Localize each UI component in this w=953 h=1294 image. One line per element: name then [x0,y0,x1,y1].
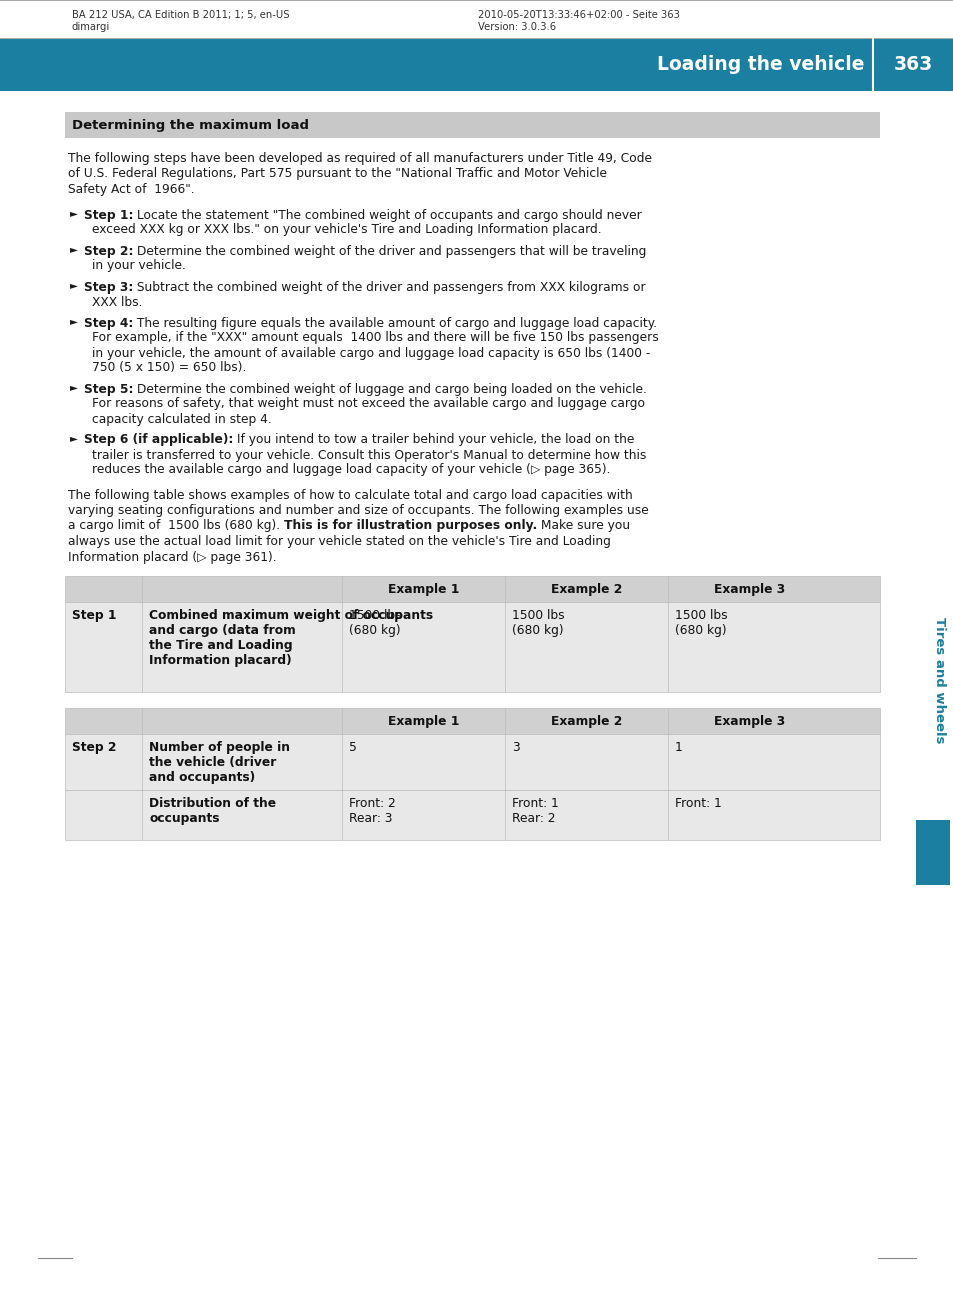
Text: Combined maximum weight of occupants: Combined maximum weight of occupants [150,609,433,622]
Text: Information placard (▷ page 361).: Information placard (▷ page 361). [68,550,276,563]
Text: trailer is transferred to your vehicle. Consult this Operator's Manual to determ: trailer is transferred to your vehicle. … [91,449,646,462]
Text: 750 (5 x 150) = 650 lbs).: 750 (5 x 150) = 650 lbs). [91,361,246,374]
Bar [65,734,879,791]
Text: Determine the combined weight of the driver and passengers that will be travelin: Determine the combined weight of the dri… [133,245,646,258]
Text: 5: 5 [349,741,356,754]
Text: BA 212 USA, CA Edition B 2011; 1; 5, en-US: BA 212 USA, CA Edition B 2011; 1; 5, en-… [71,10,289,19]
Text: (680 kg): (680 kg) [349,624,400,637]
Bar [65,708,879,734]
Text: of U.S. Federal Regulations, Part 575 pursuant to the "National Traffic and Moto: of U.S. Federal Regulations, Part 575 pu… [68,167,606,180]
Text: Locate the statement "The combined weight of occupants and cargo should never: Locate the statement "The combined weigh… [133,208,641,221]
Text: and occupants): and occupants) [150,771,255,784]
Text: dimargi: dimargi [71,22,111,32]
Text: Step 2:: Step 2: [84,245,133,258]
Text: The following table shows examples of how to calculate total and cargo load capa: The following table shows examples of ho… [68,489,632,502]
Bar [65,576,879,602]
Text: Step 4:: Step 4: [84,317,133,330]
Text: a cargo limit of  1500 lbs (680 kg).: a cargo limit of 1500 lbs (680 kg). [68,519,284,533]
Text: (680 kg): (680 kg) [512,624,563,637]
Text: Step 5:: Step 5: [84,383,133,396]
Text: ►: ► [70,245,78,255]
Text: in your vehicle, the amount of available cargo and luggage load capacity is 650 : in your vehicle, the amount of available… [91,347,650,360]
Text: Example 2: Example 2 [550,582,621,595]
Text: Version: 3.0.3.6: Version: 3.0.3.6 [477,22,556,32]
Text: 1500 lbs: 1500 lbs [512,609,564,622]
Text: the vehicle (driver: the vehicle (driver [150,756,276,769]
Text: Step 1: Step 1 [71,609,116,622]
Text: XXX lbs.: XXX lbs. [91,295,142,308]
Text: occupants: occupants [150,813,220,826]
Text: Rear: 2: Rear: 2 [512,813,555,826]
Text: always use the actual load limit for your vehicle stated on the vehicle's Tire a: always use the actual load limit for you… [68,534,610,547]
Text: Loading the vehicle: Loading the vehicle [657,56,864,75]
Text: capacity calculated in step 4.: capacity calculated in step 4. [91,413,272,426]
Text: 2010-05-20T13:33:46+02:00 - Seite 363: 2010-05-20T13:33:46+02:00 - Seite 363 [477,10,679,19]
Bar [0,39,953,91]
Text: reduces the available cargo and luggage load capacity of your vehicle (▷ page 36: reduces the available cargo and luggage … [91,463,610,476]
Text: Number of people in: Number of people in [150,741,290,754]
Text: Distribution of the: Distribution of the [150,797,276,810]
Text: For example, if the "XXX" amount equals  1400 lbs and there will be five 150 lbs: For example, if the "XXX" amount equals … [91,331,659,344]
Text: Determine the combined weight of luggage and cargo being loaded on the vehicle.: Determine the combined weight of luggage… [133,383,647,396]
Text: (680 kg): (680 kg) [675,624,726,637]
Text: Determining the maximum load: Determining the maximum load [71,119,309,132]
Text: Example 3: Example 3 [713,714,784,727]
Text: If you intend to tow a trailer behind your vehicle, the load on the: If you intend to tow a trailer behind yo… [233,433,634,446]
Text: Step 2: Step 2 [71,741,116,754]
Text: Tires and wheels: Tires and wheels [933,617,945,743]
Bar [65,791,879,840]
Bar [915,820,949,885]
Text: Subtract the combined weight of the driver and passengers from XXX kilograms or: Subtract the combined weight of the driv… [133,281,645,294]
Text: Example 1: Example 1 [388,582,458,595]
Text: Step 6 (if applicable):: Step 6 (if applicable): [84,433,233,446]
Text: 363: 363 [893,56,932,75]
Text: and cargo (data from: and cargo (data from [150,624,295,637]
Text: Make sure you: Make sure you [537,519,630,533]
Text: Rear: 3: Rear: 3 [349,813,393,826]
Text: ►: ► [70,383,78,392]
Text: Front: 2: Front: 2 [349,797,395,810]
Text: Example 3: Example 3 [713,582,784,595]
Text: exceed XXX kg or XXX lbs." on your vehicle's Tire and Loading Information placar: exceed XXX kg or XXX lbs." on your vehic… [91,224,601,237]
Text: ►: ► [70,317,78,326]
Text: Front: 1: Front: 1 [512,797,558,810]
Text: in your vehicle.: in your vehicle. [91,260,186,273]
Text: For reasons of safety, that weight must not exceed the available cargo and lugga: For reasons of safety, that weight must … [91,397,644,410]
Text: 1: 1 [675,741,682,754]
Text: Step 1:: Step 1: [84,208,133,221]
Text: Information placard): Information placard) [150,653,292,666]
Text: Front: 1: Front: 1 [675,797,721,810]
Text: The resulting figure equals the available amount of cargo and luggage load capac: The resulting figure equals the availabl… [133,317,657,330]
Text: varying seating configurations and number and size of occupants. The following e: varying seating configurations and numbe… [68,503,648,518]
Text: ►: ► [70,281,78,290]
Text: The following steps have been developed as required of all manufacturers under T: The following steps have been developed … [68,151,651,166]
Text: ►: ► [70,208,78,219]
Text: 3: 3 [512,741,519,754]
Bar [65,113,879,138]
Text: Example 1: Example 1 [388,714,458,727]
Text: This is for illustration purposes only.: This is for illustration purposes only. [284,519,537,533]
Text: Step 3:: Step 3: [84,281,133,294]
Text: 1500 lbs: 1500 lbs [349,609,401,622]
Text: ►: ► [70,433,78,444]
Text: Safety Act of  1966".: Safety Act of 1966". [68,182,194,195]
Text: Example 2: Example 2 [550,714,621,727]
Text: the Tire and Loading: the Tire and Loading [150,639,293,652]
Bar [65,602,879,692]
Text: 1500 lbs: 1500 lbs [675,609,727,622]
